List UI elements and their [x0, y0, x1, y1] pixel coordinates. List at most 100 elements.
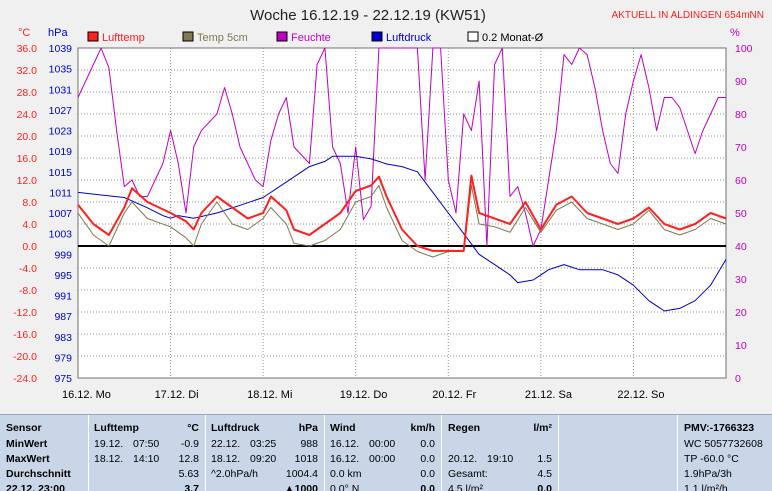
stats-sensor-header: Sensor — [6, 422, 42, 434]
pressure-tick-label: 1023 — [49, 126, 73, 138]
weather-chart: Woche 16.12.19 - 22.12.19 (KW51) AKTUELL… — [13, 7, 764, 401]
humidity-tick-label: 10 — [735, 340, 747, 352]
humidity-tick-label: 50 — [735, 208, 747, 220]
stats-value: 1018 — [294, 453, 318, 465]
stats-wind-unit: km/h — [410, 422, 435, 434]
stats-trend: ^2.0hPa/h — [211, 468, 258, 480]
chart-title: Woche 16.12.19 - 22.12.19 (KW51) — [250, 7, 486, 24]
stats-col-empty — [558, 415, 677, 491]
unit-humidity-label: % — [730, 27, 740, 39]
stats-col-sensor: Sensor MinWert MaxWert Durchschnitt 22.1… — [0, 415, 88, 491]
stats-pmv-line: 1.1 l/m²/h — [684, 483, 728, 491]
humidity-tick-label: 70 — [735, 142, 747, 154]
stats-value: 1.5 — [537, 453, 552, 465]
stats-pmv-header: PMV:-1766323 — [684, 422, 755, 434]
chart-legend: Lufttemp Temp 5cm Feuchte Luftdruck 0.2 Mona… — [87, 31, 544, 44]
legend-label: Luftdruck — [386, 32, 432, 44]
stats-lufttemp-row: 3.7 — [89, 482, 205, 491]
stats-pmv-line: WC 5057732608 — [684, 438, 763, 450]
stats-total-label: Gesamt: — [448, 468, 488, 480]
stats-wind-header: Wind — [330, 422, 356, 434]
stats-time: 07:50 — [133, 438, 160, 450]
stats-value: 3.7 — [184, 483, 199, 491]
humidity-tick-label: 100 — [735, 43, 753, 55]
stats-time: 14:10 — [133, 453, 160, 465]
stats-wind-row: 0.0 km 0.0 — [325, 467, 441, 482]
stats-label-avg: Durchschnitt — [6, 468, 71, 480]
pressure-tick-label: 995 — [54, 270, 72, 282]
temp-tick-label: -20.0 — [13, 351, 37, 363]
stats-direction: 0.0° N — [330, 483, 360, 491]
stats-date: 22.12. — [211, 438, 241, 450]
stats-value: ▲1000 — [284, 483, 318, 491]
temp-tick-label: -8.0 — [19, 285, 37, 297]
x-tick-label: 21.12. Sa — [525, 389, 573, 401]
stats-date: 19.12. — [94, 438, 124, 450]
stats-time: 19:10 — [487, 453, 514, 465]
humidity-tick-label: 90 — [735, 76, 747, 88]
legend-swatch — [467, 31, 479, 42]
legend-swatch — [371, 31, 383, 42]
stats-value: 0.0 — [537, 483, 552, 491]
stats-value: 988 — [300, 438, 318, 450]
temp-tick-label: 0.0 — [22, 241, 37, 253]
series-group — [77, 47, 727, 312]
stats-luftdruck-row: 18.12. 09:20 1018 — [206, 452, 324, 467]
series-line-luftdruck — [77, 155, 727, 312]
stats-date: 16.12. — [330, 438, 360, 450]
stats-label-current: 22.12. 23:00 — [6, 483, 65, 491]
temp-tick-label: 8.0 — [22, 197, 37, 209]
stats-wind-row: 0.0° N 0.0 — [325, 482, 441, 491]
stats-lufttemp-row: 19.12. 07:50 -0.9 — [89, 437, 205, 452]
pressure-tick-label: 1019 — [49, 146, 73, 158]
stats-luftdruck-header: Luftdruck — [211, 422, 260, 434]
stats-time: 09:20 — [250, 453, 277, 465]
plot-area — [77, 47, 727, 379]
pressure-tick-label: 975 — [54, 373, 72, 385]
temp-tick-label: 4.0 — [22, 219, 37, 231]
stats-pmv-line: TP -60.0 °C — [684, 453, 739, 465]
pressure-axis: 1039 1035 1031 1027 1023 1019 1015 1011 1007 1003… — [49, 43, 73, 385]
x-tick-label: 20.12. Fr — [432, 389, 476, 401]
humidity-tick-label: 60 — [735, 175, 747, 187]
legend-swatch — [87, 31, 99, 42]
stats-value: 0.0 — [420, 438, 435, 450]
stats-time: 00:00 — [369, 438, 396, 450]
humidity-tick-label: 20 — [735, 307, 747, 319]
stats-date: 18.12. — [94, 453, 124, 465]
unit-temp-label: °C — [18, 27, 30, 39]
temp-tick-label: 32.0 — [17, 65, 38, 77]
x-tick-label: 16.12. Mo — [62, 389, 111, 401]
pressure-tick-label: 991 — [54, 291, 72, 303]
stats-value: 0.0 — [420, 468, 435, 480]
pressure-tick-label: 979 — [54, 352, 72, 364]
stats-wind-row: 16.12. 00:00 0.0 — [325, 437, 441, 452]
stats-col-wind: Wind km/h 16.12. 00:00 0.0 16.12. 00:00 … — [324, 415, 441, 491]
stats-col-lufttemp: Lufttemp °C 19.12. 07:50 -0.9 18.12. 14:… — [88, 415, 205, 491]
temp-tick-label: -16.0 — [13, 329, 37, 341]
temp-tick-label: 28.0 — [17, 87, 38, 99]
stats-panel: Sensor MinWert MaxWert Durchschnitt 22.1… — [0, 414, 772, 491]
stats-value: 0.0 — [420, 483, 435, 491]
temp-tick-label: 16.0 — [17, 153, 38, 165]
x-tick-label: 22.12. So — [617, 389, 664, 401]
stats-time: 00:00 — [369, 453, 396, 465]
unit-pressure-label: hPa — [48, 27, 68, 39]
stats-regen-unit: l/m² — [533, 422, 552, 434]
stats-value: 12.8 — [178, 453, 199, 465]
grid-lines — [78, 48, 726, 378]
stats-rate: 4.5 l/m² — [448, 483, 484, 491]
stats-luftdruck-row: ▲1000 — [206, 482, 324, 491]
stats-date: 18.12. — [211, 453, 241, 465]
temp-tick-label: 12.0 — [17, 175, 38, 187]
pressure-tick-label: 1015 — [49, 167, 73, 179]
stats-lufttemp-header: Lufttemp — [94, 422, 139, 434]
series-line-temp-5cm — [77, 185, 727, 258]
stats-col-luftdruck: Luftdruck hPa 22.12. 03:25 988 18.12. 09… — [205, 415, 324, 491]
stats-pmv-line: 1.9hPa/3h — [684, 468, 732, 480]
stats-luftdruck-row: ^2.0hPa/h 1004.4 — [206, 467, 324, 482]
pressure-tick-label: 1007 — [49, 208, 73, 220]
pressure-tick-label: 1039 — [49, 43, 73, 55]
legend-label: Lufttemp — [102, 32, 145, 44]
humidity-tick-label: 30 — [735, 274, 747, 286]
